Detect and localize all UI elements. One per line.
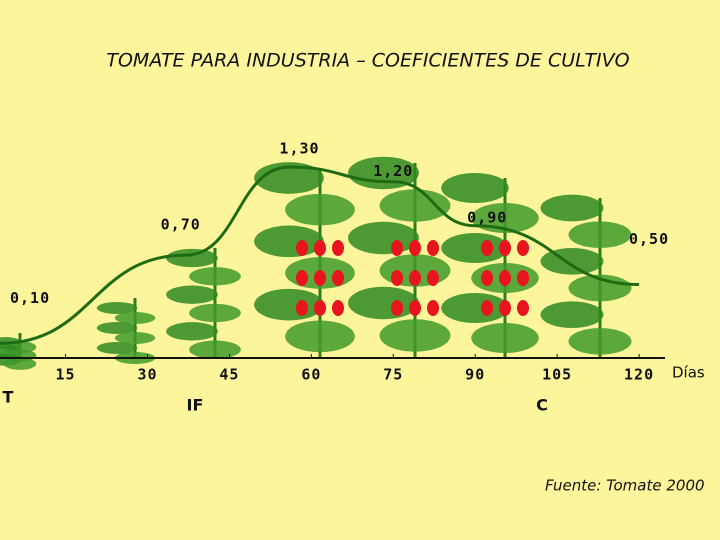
plant-leaf bbox=[189, 340, 241, 359]
plant-leaf bbox=[189, 267, 241, 286]
tomato bbox=[391, 300, 403, 316]
x-tick-label: 15 bbox=[56, 366, 76, 384]
plant-leaf bbox=[441, 233, 509, 263]
value-label: 0,10 bbox=[10, 289, 50, 307]
value-label: 0,90 bbox=[467, 208, 507, 226]
x-tick-label: 105 bbox=[542, 366, 572, 384]
plant-leaf bbox=[540, 301, 604, 328]
value-label: 1,30 bbox=[279, 140, 319, 158]
tomato bbox=[481, 240, 493, 256]
tomato bbox=[332, 270, 344, 286]
stage-label: T bbox=[3, 388, 14, 407]
tomato bbox=[481, 300, 493, 316]
tomato bbox=[517, 270, 529, 286]
tomato bbox=[517, 300, 529, 316]
plant-leaf bbox=[254, 225, 324, 258]
plant-illustration bbox=[0, 156, 632, 370]
plant-leaf bbox=[3, 357, 37, 370]
tomato bbox=[409, 300, 421, 316]
x-tick-label: 90 bbox=[465, 366, 485, 384]
plant-leaf bbox=[114, 312, 156, 324]
x-tick-label: 30 bbox=[137, 366, 157, 384]
x-tick-label: 60 bbox=[301, 366, 321, 384]
tomato bbox=[517, 240, 529, 256]
plant-leaf bbox=[96, 322, 138, 334]
x-tick-label: 75 bbox=[383, 366, 403, 384]
tomato bbox=[499, 270, 511, 286]
plant-leaf bbox=[96, 342, 138, 354]
stage-label: IF bbox=[187, 396, 204, 415]
plant-leaf bbox=[348, 286, 419, 320]
tomato bbox=[314, 240, 326, 256]
tomato bbox=[296, 240, 308, 256]
tomato bbox=[499, 300, 511, 316]
tomato bbox=[314, 300, 326, 316]
plant-leaf bbox=[441, 293, 509, 323]
value-label: 0,70 bbox=[161, 216, 201, 234]
plant-leaf bbox=[114, 332, 156, 344]
plant-leaf bbox=[348, 221, 419, 255]
tomato bbox=[314, 270, 326, 286]
plant-leaf bbox=[166, 285, 218, 304]
plant-leaf bbox=[285, 320, 355, 353]
tomato bbox=[499, 240, 511, 256]
plant-leaf bbox=[540, 194, 604, 222]
plant-leaf bbox=[96, 302, 138, 314]
plant-leaf bbox=[540, 248, 604, 275]
plant-leaf bbox=[441, 173, 509, 203]
plant-leaf bbox=[285, 193, 355, 226]
tomato bbox=[427, 300, 439, 316]
x-axis-label: Días bbox=[672, 364, 705, 382]
value-label: 0,50 bbox=[629, 230, 669, 248]
tomato bbox=[427, 270, 439, 286]
tomato bbox=[296, 300, 308, 316]
plant-leaf bbox=[189, 303, 241, 323]
plant-leaf bbox=[166, 322, 218, 341]
source: Fuente: Tomate 2000 bbox=[545, 477, 705, 495]
plant-leaf bbox=[379, 319, 451, 352]
plant-leaf bbox=[379, 189, 451, 222]
tomato bbox=[391, 270, 403, 286]
tomato bbox=[391, 240, 403, 256]
plant-leaf bbox=[254, 288, 324, 321]
x-tick-label: 45 bbox=[219, 366, 239, 384]
tomato bbox=[296, 270, 308, 286]
plant-leaf bbox=[471, 323, 539, 353]
stage-label: C bbox=[536, 396, 548, 415]
tomato bbox=[427, 240, 439, 256]
plant-leaf bbox=[166, 248, 218, 268]
tomato bbox=[409, 270, 421, 286]
plant-leaf bbox=[568, 221, 632, 249]
tomato bbox=[332, 300, 344, 316]
x-tick-label: 120 bbox=[624, 366, 654, 384]
tomato bbox=[409, 240, 421, 256]
value-label: 1,20 bbox=[373, 162, 413, 180]
tomato bbox=[332, 240, 344, 256]
kc-line bbox=[0, 165, 640, 345]
plant-leaf bbox=[568, 328, 632, 355]
tomato bbox=[481, 270, 493, 286]
chart-title: TOMATE PARA INDUSTRIA – COEFICIENTES DE … bbox=[106, 50, 629, 72]
